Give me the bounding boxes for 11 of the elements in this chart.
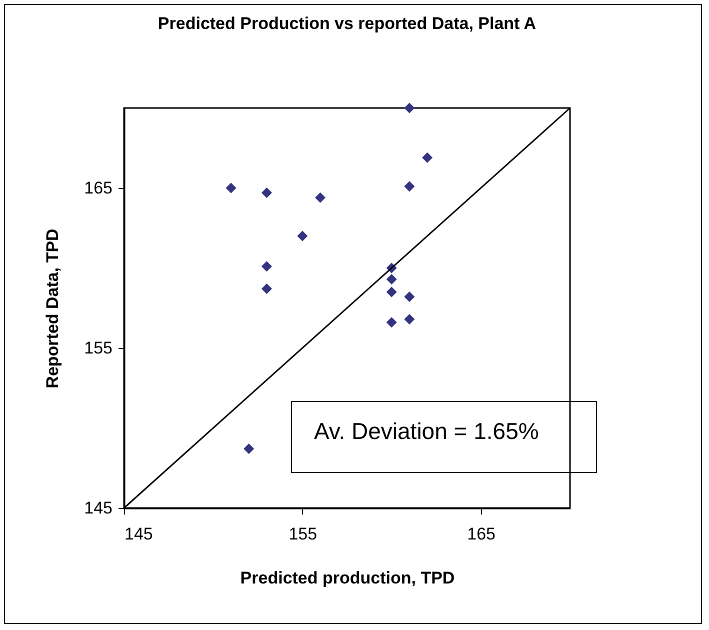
y-tick-label: 165 [84,178,112,198]
x-tick-label: 165 [467,524,496,544]
chart-title: Predicted Production vs reported Data, Plant A [158,14,536,33]
x-tick-label: 155 [288,524,318,544]
y-axis-title: Reported Data, TPD [43,228,62,388]
text-box: Av. Deviation = 1.65% [291,401,597,473]
y-tick-label: 155 [84,338,112,358]
annotation: Av. Deviation = 1.65% [314,418,539,444]
x-tick-label: 145 [124,524,153,544]
y-tick-label: 145 [84,498,112,518]
x-axis-title: Predicted production, TPD [240,568,455,588]
